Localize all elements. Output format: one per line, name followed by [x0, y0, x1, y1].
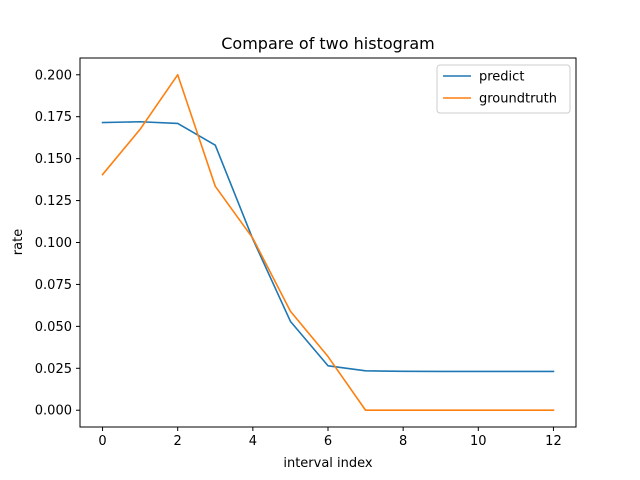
plot-area: [101, 73, 555, 412]
y-tick-label: 0.200: [35, 68, 72, 83]
x-tick-label: 4: [249, 434, 257, 449]
series-line-groundtruth: [101, 73, 555, 412]
y-tick-label: 0.100: [35, 236, 72, 251]
legend-label-predict: predict: [479, 70, 524, 85]
legend-box: [436, 64, 571, 114]
x-tick-label: 2: [174, 434, 182, 449]
x-tick-label: 8: [399, 434, 407, 449]
legend: predict groundtruth: [436, 64, 571, 114]
x-tick-label: 12: [545, 434, 562, 449]
series-line-predict: [101, 120, 555, 373]
y-tick-label: 0.125: [35, 194, 72, 209]
y-tick-label: 0.025: [35, 362, 72, 377]
x-tick-label: 6: [324, 434, 332, 449]
y-tick-label: 0.000: [35, 404, 72, 419]
x-tick-label: 0: [98, 434, 106, 449]
y-axis-label: rate: [11, 229, 26, 255]
chart-title: Compare of two histogram: [221, 34, 435, 53]
y-tick-label: 0.150: [35, 152, 72, 167]
y-tick-label: 0.050: [35, 320, 72, 335]
x-axis-label: interval index: [283, 456, 373, 471]
y-tick-label: 0.175: [35, 110, 72, 125]
legend-label-groundtruth: groundtruth: [479, 92, 557, 107]
x-tick-label: 10: [470, 434, 487, 449]
y-tick-label: 0.075: [35, 278, 72, 293]
